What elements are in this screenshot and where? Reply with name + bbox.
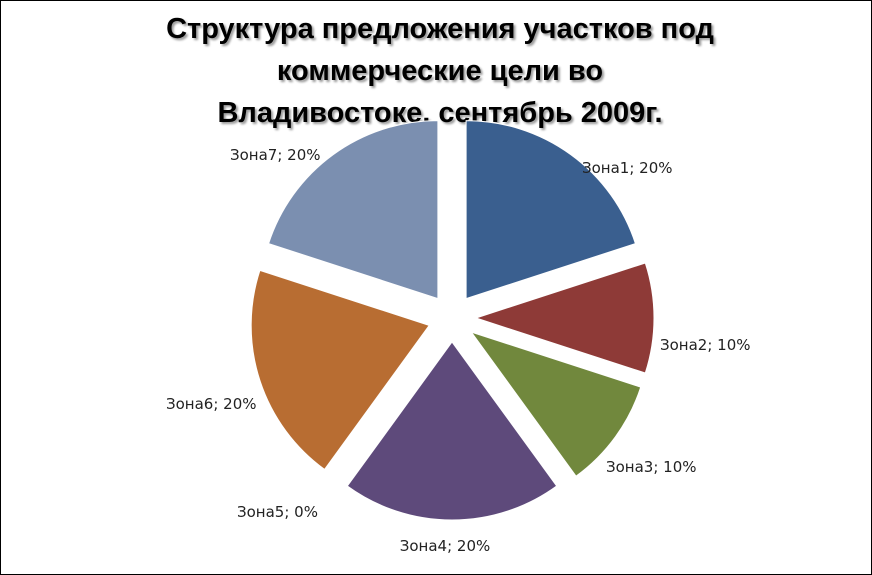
pie-slice-4 — [346, 341, 558, 521]
data-label-4: Зона4; 20% — [400, 537, 491, 555]
data-label-3: Зона3; 10% — [606, 458, 697, 476]
chart-title: Структура предложения участков под комме… — [166, 13, 714, 129]
data-label-1: Зона1; 20% — [582, 159, 673, 177]
data-label-6: Зона6; 20% — [166, 395, 257, 413]
pie-slice-7 — [267, 120, 439, 300]
pie-slice-2 — [474, 262, 655, 374]
pie-slice-1 — [465, 120, 637, 300]
data-label-5: Зона5; 0% — [237, 503, 318, 521]
pie-slice-6 — [250, 269, 430, 471]
data-label-7: Зона7; 20% — [230, 146, 321, 164]
data-label-2: Зона2; 10% — [660, 336, 751, 354]
pie-labels: Зона1; 20% Зона2; 10% Зона3; 10% Зона4; 20%… — [166, 146, 751, 555]
pie-slices — [250, 120, 655, 521]
pie-slice-3 — [470, 331, 642, 477]
